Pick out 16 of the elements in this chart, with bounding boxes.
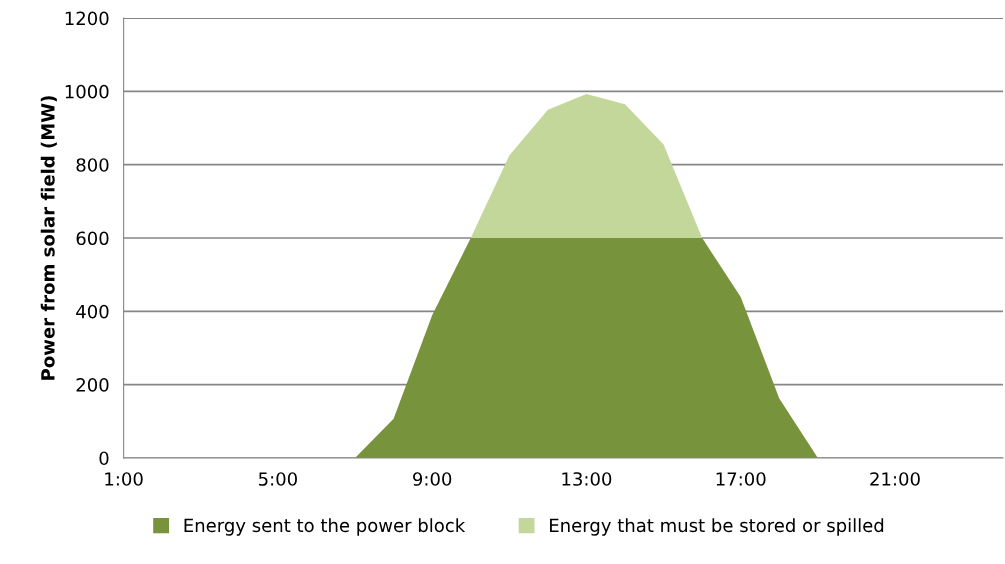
y-tick-label: 1000	[65, 84, 109, 99]
y-tick-label: 0	[99, 451, 109, 466]
legend-label: Energy sent to the power block	[184, 518, 466, 536]
x-tick-label: 21:00	[870, 472, 920, 486]
y-tick-label: 200	[76, 378, 109, 392]
y-tick-label: 1200	[65, 11, 109, 26]
x-tick-label: 1:00	[105, 472, 143, 486]
x-tick-label: 13:00	[562, 472, 612, 486]
y-tick-label: 800	[76, 158, 109, 172]
y-tick-label: 600	[76, 231, 109, 246]
x-tick-label: 5:00	[259, 472, 297, 486]
y-tick-label: 400	[76, 304, 109, 319]
x-tick-label: 17:00	[716, 472, 766, 486]
x-tick-label: 9:00	[413, 472, 452, 486]
y-axis-title: Power from solar field (MW)	[40, 96, 57, 380]
legend-label: Energy that must be stored or spilled	[550, 518, 884, 536]
